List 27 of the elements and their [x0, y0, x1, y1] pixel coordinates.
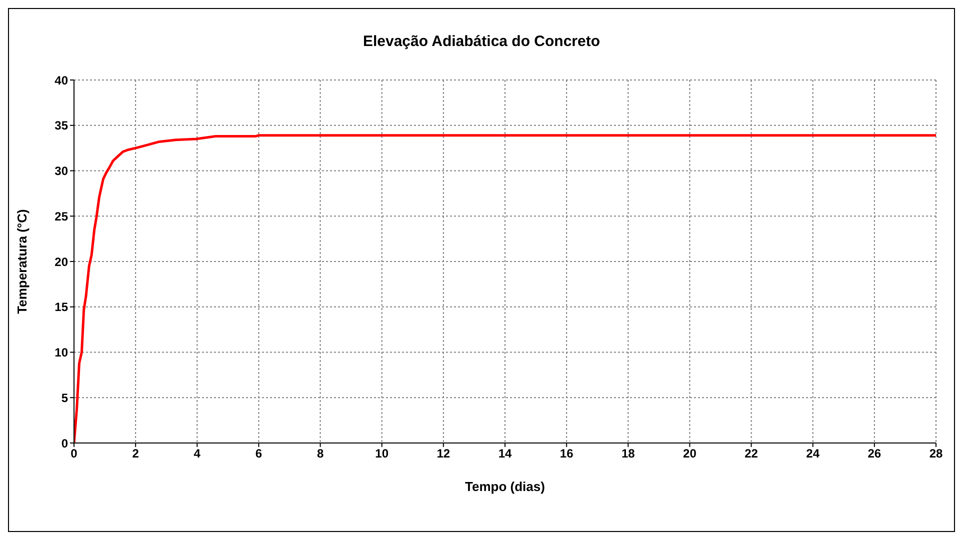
x-tick-label: 16 [560, 446, 574, 461]
y-tick-label: 20 [54, 254, 68, 269]
y-tick-label: 0 [61, 436, 68, 450]
y-tick-label: 25 [54, 209, 68, 224]
y-axis-title: Temperatura (°C) [14, 209, 30, 314]
x-tick-label: 18 [621, 446, 636, 461]
x-tick-label: 4 [194, 446, 201, 461]
x-tick-label: 22 [744, 446, 758, 461]
x-tick-label: 20 [683, 446, 697, 461]
x-tick-label: 24 [806, 446, 820, 461]
x-tick-label: 0 [70, 446, 78, 461]
x-tick-label: 10 [375, 446, 389, 461]
x-tick-label: 14 [498, 446, 512, 461]
x-tick-label: 8 [316, 446, 324, 461]
x-tick-label: 6 [255, 446, 262, 461]
y-tick-label: 30 [54, 164, 68, 178]
y-tick-label: 10 [54, 346, 68, 360]
y-tick-label: 15 [54, 300, 68, 314]
chart-title: Elevação Adiabática do Concreto [362, 33, 601, 50]
x-tick-label: 26 [868, 446, 882, 461]
x-tick-label: 12 [436, 446, 450, 461]
x-tick-label: 2 [132, 446, 140, 461]
x-axis-title: Tempo (dias) [465, 479, 545, 494]
y-tick-label: 5 [61, 390, 68, 405]
x-tick-label: 28 [929, 446, 943, 461]
y-tick-label: 35 [54, 118, 68, 133]
y-tick-label: 40 [54, 73, 68, 88]
